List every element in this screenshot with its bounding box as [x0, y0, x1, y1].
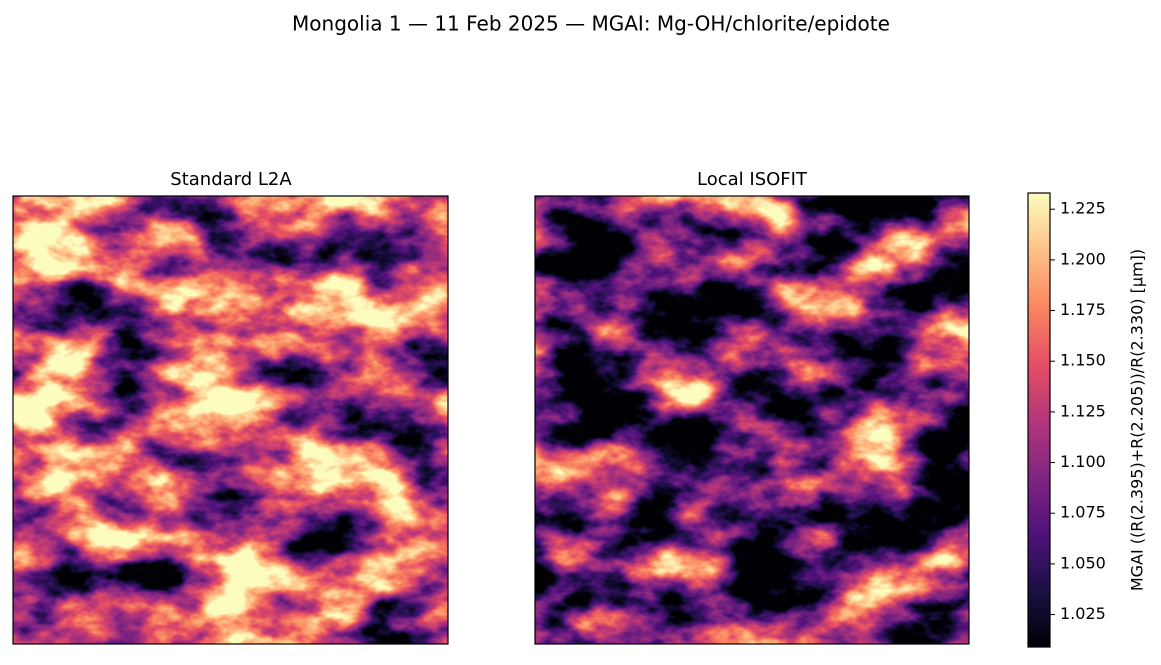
colorbar-tick-label: 1.100 — [1060, 452, 1106, 471]
colorbar-tick-label: 1.175 — [1060, 300, 1106, 319]
colorbar-tick-label: 1.200 — [1060, 249, 1106, 268]
colorbar-ticks: 1.025 1.050 1.075 1.100 1.125 1.150 1.175 1.200… — [1050, 199, 1106, 623]
colorbar-tick-label: 1.125 — [1060, 401, 1106, 420]
panel-frame — [12, 195, 449, 645]
image-panel — [13, 196, 448, 644]
colorbar-tick-label: 1.075 — [1060, 503, 1106, 522]
image-panel — [535, 196, 969, 644]
colorbar-tick-label: 1.225 — [1060, 199, 1106, 218]
figure-title: Mongolia 1 — 11 Feb 2025 — MGAI: Mg-OH/c… — [292, 12, 890, 36]
colorbar-label: MGAI ((R(2.395)+R(2.205))/R(2.330) [μm]) — [1128, 249, 1147, 591]
colorbar-tick-label: 1.025 — [1060, 604, 1106, 623]
panel-title: Standard L2A — [170, 169, 292, 190]
colorbar — [1027, 192, 1051, 648]
panel-frame — [534, 195, 970, 645]
panel-title: Local ISOFIT — [697, 169, 808, 190]
colorbar-tick-label: 1.150 — [1060, 351, 1106, 370]
colorbar-tick-label: 1.050 — [1060, 553, 1106, 572]
